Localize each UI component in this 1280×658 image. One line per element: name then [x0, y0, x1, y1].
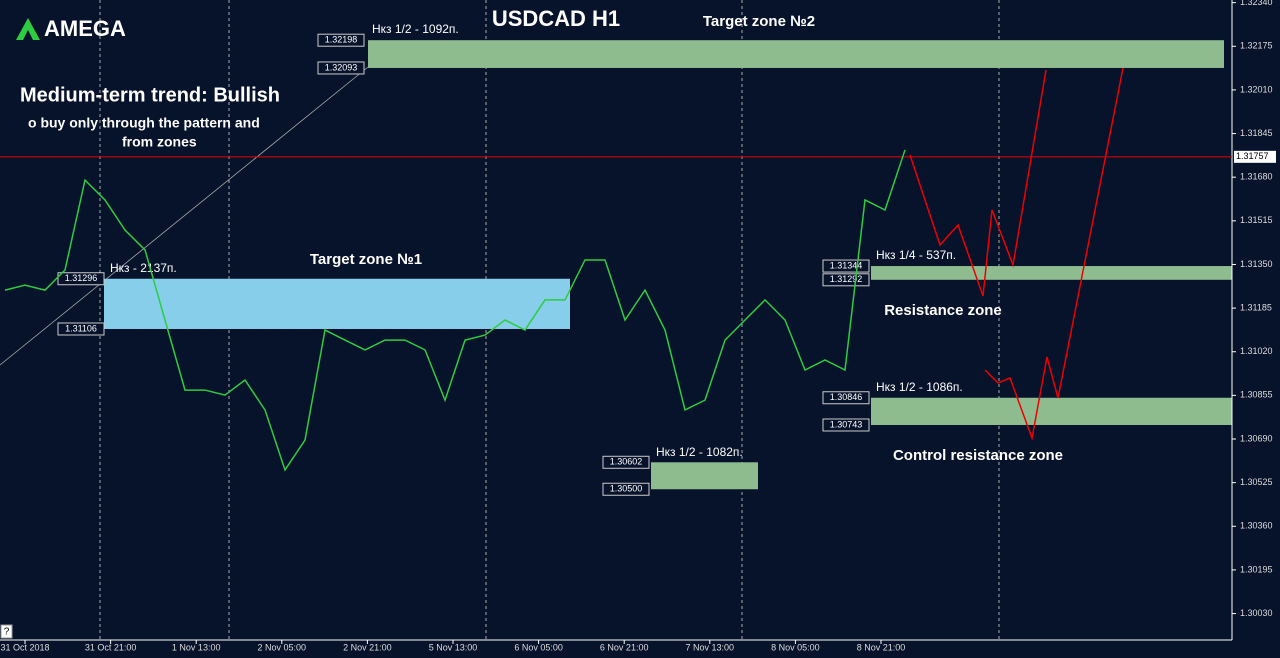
y-tick-label: 1.30855: [1240, 390, 1273, 400]
price-box: [57, 272, 105, 286]
x-tick-label: 5 Nov 13:00: [429, 642, 478, 652]
zone: [871, 266, 1232, 280]
price-line: [4, 149, 906, 472]
x-tick-label: 1 Nov 13:00: [172, 642, 221, 652]
y-tick-label: 1.30030: [1240, 608, 1273, 618]
y-tick-label: 1.30195: [1240, 564, 1273, 574]
zone: [651, 462, 758, 490]
price-box: [602, 455, 650, 469]
y-tick-label: 1.31515: [1240, 215, 1273, 225]
price-box: [822, 391, 870, 405]
y-tick-label: 1.31845: [1240, 128, 1273, 138]
help[interactable]: ?: [4, 627, 10, 638]
logo: AMEGA: [16, 16, 126, 41]
zone-note: Нкз 1/2 - 1082п.: [656, 445, 743, 459]
zone-name: Target zone №1: [310, 251, 422, 268]
price-box: [57, 322, 105, 336]
y-tick-label: 1.30360: [1240, 521, 1273, 531]
zone-name: Resistance zone: [884, 302, 1002, 319]
x-tick-label: 6 Nov 21:00: [600, 642, 649, 652]
y-tick-label: 1.32010: [1240, 84, 1273, 94]
y-tick-label: 1.31350: [1240, 259, 1273, 269]
zone-note: Нкз 1/2 - 1092п.: [372, 22, 459, 36]
price-label: 1.30846: [830, 392, 863, 402]
price-label: 1.32198: [325, 35, 358, 45]
y-tick-label: 1.30690: [1240, 433, 1273, 443]
x-tick-label: 8 Nov 21:00: [857, 642, 906, 652]
trend: Medium-term trend: Bullish: [20, 84, 280, 106]
price-label: 1.31344: [830, 260, 863, 270]
y-tick-label: 1.31185: [1240, 302, 1272, 312]
price-box: [602, 482, 650, 496]
trend-line: [0, 66, 369, 366]
price-label: 1.31292: [830, 274, 863, 284]
price-label: 1.30743: [830, 419, 863, 429]
zone-note: Нкз 1/4 - 537п.: [876, 248, 956, 262]
price-box: [317, 33, 365, 47]
price-label: 1.31106: [65, 323, 97, 333]
y-tick-label: 1.30525: [1240, 477, 1273, 487]
x-tick-label: 31 Oct 2018: [0, 642, 49, 652]
y-tick-label: 1.32175: [1240, 41, 1273, 51]
x-tick-label: 2 Nov 21:00: [343, 642, 392, 652]
advice: o buy only through the pattern and: [28, 115, 260, 131]
price-box: [317, 61, 365, 75]
price-label: 1.30602: [610, 457, 643, 467]
zone-note: Нкз - 2137п.: [110, 261, 177, 275]
forecast: [909, 67, 1124, 441]
price-label: 1.30500: [610, 484, 643, 494]
zone-name: Target zone №2: [703, 13, 815, 30]
zone: [871, 397, 1232, 425]
x-tick-label: 8 Nov 05:00: [771, 642, 820, 652]
brand: AMEGA: [44, 16, 126, 41]
chart-title: USDCAD H1: [492, 6, 620, 31]
advice: from zones: [122, 134, 197, 150]
x-tick-label: 6 Nov 05:00: [514, 642, 563, 652]
x-tick-label: 31 Oct 21:00: [85, 642, 137, 652]
zone-name: Control resistance zone: [893, 447, 1063, 464]
current-price: 1.31757: [1236, 151, 1269, 161]
y-tick-label: 1.31020: [1240, 346, 1273, 356]
zone: [104, 278, 570, 329]
price-label: 1.32093: [325, 62, 358, 72]
price-label: 1.31296: [65, 273, 98, 283]
price-box: [822, 418, 870, 432]
help-button[interactable]: [0, 624, 13, 639]
x-tick-label: 7 Nov 13:00: [686, 642, 735, 652]
y-tick-label: 1.31680: [1240, 172, 1273, 182]
y-tick-label: 1.32340: [1240, 0, 1273, 7]
zone-note: Нкз 1/2 - 1086п.: [876, 380, 963, 394]
x-tick-label: 2 Nov 05:00: [258, 642, 307, 652]
price-box: [822, 273, 870, 287]
price-tag: [1234, 150, 1276, 163]
zone: [368, 40, 1224, 68]
